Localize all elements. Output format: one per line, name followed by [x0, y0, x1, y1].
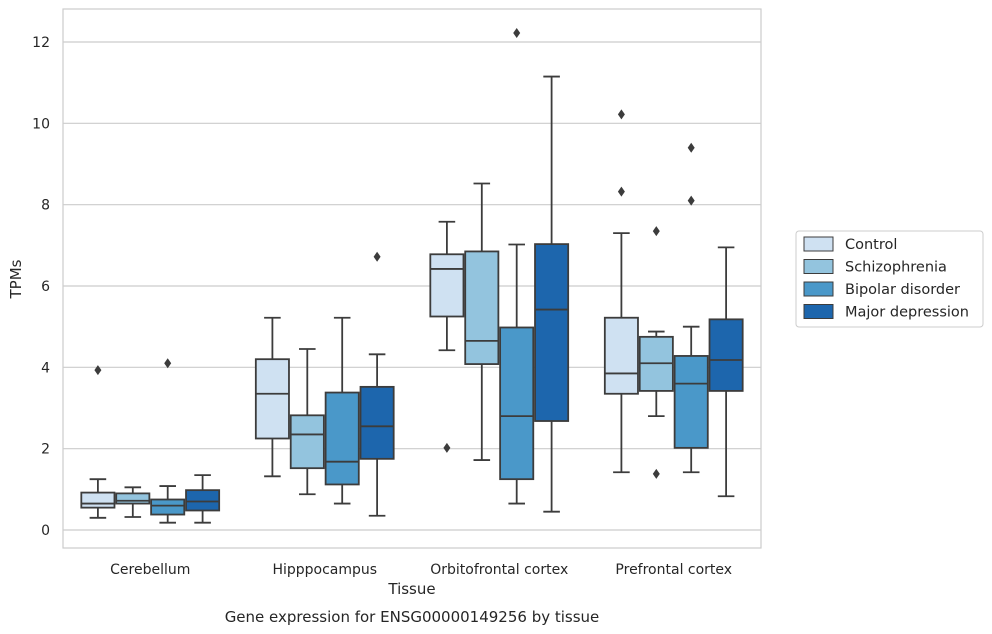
legend-swatch	[803, 259, 834, 274]
outlier-point	[164, 358, 172, 369]
x-axis-label: Tissue	[387, 580, 435, 598]
box	[534, 243, 570, 422]
outlier-point	[373, 251, 381, 262]
y-tick-label: 6	[41, 279, 50, 295]
box	[150, 498, 186, 516]
box	[359, 385, 395, 460]
figure-caption: Gene expression for ENSG00000149256 by t…	[225, 608, 600, 626]
box	[708, 318, 744, 392]
box-group	[603, 109, 639, 474]
outlier-point	[652, 468, 660, 479]
outlier-point	[687, 195, 695, 206]
y-axis-label: TPMs	[7, 259, 25, 299]
x-tick-labels: Cerebellum Hipppocampus Orbitofrontal cort…	[110, 562, 732, 578]
legend-frame	[795, 230, 984, 328]
y-tick-label: 10	[32, 116, 50, 132]
box-group	[324, 316, 360, 505]
box-group	[150, 358, 186, 524]
y-tick-labels: 0 2 4 6 8 10 12	[32, 35, 50, 539]
boxes	[80, 28, 744, 524]
x-tick-label: Cerebellum	[110, 562, 190, 578]
y-tick-label: 0	[41, 523, 50, 539]
y-tick-label: 12	[32, 35, 50, 51]
box-group	[429, 220, 465, 453]
box-group	[638, 226, 674, 479]
box	[324, 391, 360, 486]
legend-label: Bipolar disorder	[845, 282, 960, 298]
x-tick-label: Prefrontal cortex	[615, 562, 732, 578]
box	[499, 326, 535, 481]
box-group	[534, 75, 570, 513]
box-group	[115, 486, 151, 518]
legend-label: Control	[845, 237, 897, 253]
box-group	[464, 182, 500, 461]
box	[464, 250, 500, 365]
legend-swatch	[803, 236, 834, 252]
outlier-point	[443, 442, 451, 453]
outlier-point	[652, 226, 660, 237]
x-tick-label: Orbitofrontal cortex	[430, 562, 568, 578]
box	[289, 414, 325, 470]
legend-label: Schizophrenia	[845, 260, 947, 276]
box-group	[708, 246, 744, 498]
outlier-point	[617, 109, 625, 120]
outlier-point	[687, 142, 695, 153]
legend-label: Major depression	[845, 305, 969, 321]
y-tick-label: 4	[41, 360, 50, 376]
box-group	[185, 474, 221, 524]
outlier-point	[617, 186, 625, 197]
box	[429, 253, 465, 318]
y-tick-label: 8	[41, 198, 50, 214]
grid-lines	[63, 41, 761, 531]
box	[185, 489, 221, 512]
box	[80, 491, 116, 509]
box-group	[80, 365, 116, 519]
box-group	[673, 142, 709, 474]
y-tick-label: 2	[41, 442, 50, 458]
legend: Control Schizophrenia Bipolar disorder Majo…	[795, 230, 984, 328]
outlier-point	[94, 365, 102, 376]
box-group	[254, 316, 290, 478]
x-tick-label: Hipppocampus	[272, 562, 377, 578]
legend-swatch	[803, 281, 834, 297]
box-group	[289, 348, 325, 496]
box-group	[359, 251, 395, 517]
box-group	[499, 28, 535, 505]
box	[603, 316, 639, 395]
box	[254, 358, 290, 440]
plot-area	[62, 8, 762, 549]
outlier-point	[513, 28, 521, 39]
legend-swatch	[803, 304, 834, 319]
box	[115, 492, 151, 505]
box	[673, 355, 709, 449]
